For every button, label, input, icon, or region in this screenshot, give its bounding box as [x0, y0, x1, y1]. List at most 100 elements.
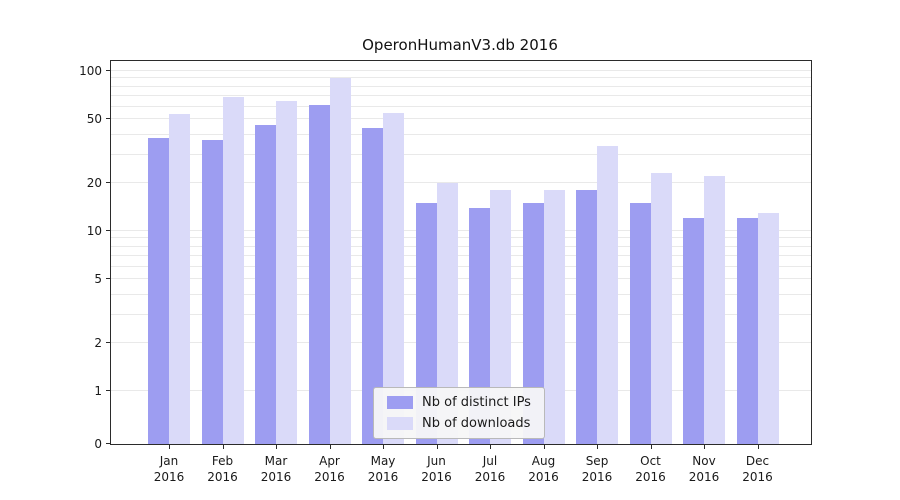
bar-nb-of-downloads-jul — [490, 190, 511, 444]
bar-nb-of-downloads-aug — [543, 190, 565, 444]
gridline — [111, 237, 811, 239]
xtick-label-year: 2016 — [153, 470, 185, 485]
ytick-mark — [106, 278, 111, 280]
xtick-label-year: 2016 — [742, 470, 773, 485]
bar-nb-of-downloads-feb — [222, 96, 244, 444]
ytick-label: 20 — [86, 175, 102, 190]
gridline — [111, 70, 811, 71]
ytick-label: 0 — [94, 437, 102, 451]
xtick-label-year: 2016 — [421, 470, 452, 485]
xtick-label-year: 2016 — [367, 470, 399, 485]
xtick-label: Dec 2016 — [728, 453, 788, 485]
legend-label-distinct-ips: Nb of distinct IPs — [422, 395, 531, 410]
bar-nb-of-distinct-ips-sep — [576, 190, 597, 444]
xtick-label: Jul 2016 — [460, 453, 520, 485]
gridline — [111, 77, 811, 79]
legend-item-downloads: Nb of downloads — [387, 416, 531, 431]
xtick-label-month: May — [370, 454, 396, 468]
gridline — [111, 230, 811, 231]
xtick-label-month: Dec — [745, 454, 770, 468]
xtick-label-year: 2016 — [688, 470, 720, 485]
ytick-label: 2 — [94, 335, 102, 350]
bar-nb-of-distinct-ips-may — [362, 128, 383, 444]
xtick-mark — [383, 444, 384, 449]
legend-label-downloads: Nb of downloads — [422, 416, 531, 431]
legend-swatch-downloads — [387, 417, 413, 430]
xtick-label: Oct 2016 — [621, 453, 681, 485]
plot-area: Nb of distinct IPs Nb of downloads 100 50… — [79, 60, 812, 484]
xtick-mark — [276, 444, 277, 449]
bar-nb-of-distinct-ips-oct — [629, 202, 651, 444]
xtick-label-month: Aug — [531, 454, 556, 468]
xtick-label: Aug 2016 — [514, 453, 574, 485]
xtick-label-year: 2016 — [474, 470, 506, 485]
xtick-mark — [169, 444, 170, 449]
xtick-mark — [704, 444, 705, 449]
gridline — [111, 265, 811, 267]
gridline — [111, 278, 811, 280]
xtick-mark — [650, 444, 652, 449]
ytick-label: 10 — [86, 224, 102, 238]
gridline — [111, 105, 811, 107]
ytick-mark — [106, 390, 111, 391]
xtick-label: Jan 2016 — [139, 453, 199, 485]
xtick-label-month: Jun — [427, 454, 446, 468]
xtick-label-month: Apr — [319, 454, 340, 468]
legend: Nb of distinct IPs Nb of downloads — [373, 387, 545, 439]
xtick-label-month: Sep — [585, 454, 609, 468]
xtick-mark — [490, 444, 491, 449]
bar-nb-of-downloads-apr — [329, 77, 351, 444]
xtick-label-year: 2016 — [635, 470, 666, 485]
xtick-label-year: 2016 — [260, 470, 292, 485]
bar-nb-of-distinct-ips-mar — [255, 124, 276, 444]
bar-nb-of-downloads-jan — [169, 113, 190, 444]
xtick-label-month: Jul — [482, 454, 498, 468]
xtick-label-year: 2016 — [528, 470, 559, 485]
xtick-label-month: Nov — [692, 454, 716, 468]
chart-title: OperonHumanV3.db 2016 — [362, 36, 558, 54]
bar-nb-of-distinct-ips-nov — [683, 218, 704, 444]
legend-swatch-distinct-ips — [387, 396, 413, 409]
ytick-mark — [106, 181, 111, 183]
gridline — [111, 181, 811, 183]
xtick-label: Jun 2016 — [407, 453, 467, 485]
bar-nb-of-downloads-sep — [597, 145, 618, 444]
xtick-mark — [222, 444, 224, 449]
bar-nb-of-distinct-ips-apr — [308, 105, 330, 444]
xtick-mark — [543, 444, 545, 449]
bar-nb-of-distinct-ips-jul — [469, 207, 490, 444]
ytick-label: 5 — [94, 272, 102, 287]
gridline — [111, 133, 811, 135]
xtick-mark — [597, 444, 598, 449]
bar-nb-of-distinct-ips-dec — [736, 218, 758, 444]
xtick-mark — [436, 444, 438, 449]
gridline — [111, 94, 811, 96]
xtick-label: Sep 2016 — [567, 453, 627, 485]
bar-nb-of-downloads-may — [383, 112, 404, 444]
gridline — [111, 118, 811, 120]
xtick-label-year: 2016 — [207, 470, 238, 485]
ytick-label: 100 — [79, 64, 102, 78]
xtick-label: Feb 2016 — [193, 453, 253, 485]
ytick-label: 1 — [94, 384, 102, 398]
xtick-label: Apr 2016 — [300, 453, 360, 485]
xtick-label: May 2016 — [353, 453, 413, 485]
gridline — [111, 341, 811, 343]
bar-nb-of-downloads-nov — [704, 176, 725, 444]
ytick-mark — [106, 341, 111, 343]
legend-item-distinct-ips: Nb of distinct IPs — [387, 395, 531, 410]
xtick-label-month: Mar — [264, 454, 288, 468]
ytick-mark — [106, 443, 111, 444]
xtick-mark — [329, 444, 331, 449]
ytick-label: 50 — [86, 112, 102, 127]
gridline — [111, 254, 811, 256]
xtick-label-month: Jan — [159, 454, 179, 468]
bar-nb-of-downloads-oct — [650, 173, 672, 444]
xtick-label-month: Oct — [640, 454, 661, 468]
gridline — [111, 313, 811, 315]
gridline — [111, 85, 811, 87]
bar-nb-of-distinct-ips-jun — [415, 202, 437, 444]
bar-nb-of-distinct-ips-aug — [522, 202, 544, 444]
xtick-label: Mar 2016 — [246, 453, 306, 485]
